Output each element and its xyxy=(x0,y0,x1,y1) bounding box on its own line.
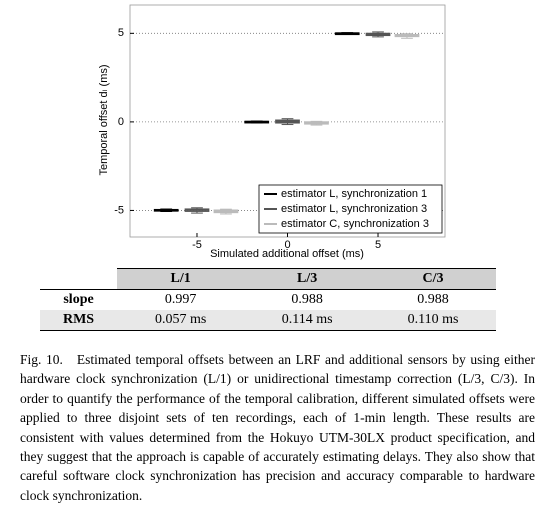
y-tick-label: -5 xyxy=(114,204,124,216)
legend-label: estimator L, synchronization 1 xyxy=(281,188,427,200)
corner-cell xyxy=(40,268,118,290)
table-row: slope 0.997 0.988 0.988 xyxy=(40,290,496,311)
cell: 0.110 ms xyxy=(370,310,496,331)
cell: 0.988 xyxy=(291,292,323,307)
table-header: L/1 L/3 C/3 xyxy=(40,268,496,290)
cell: 0.057 ms xyxy=(117,310,245,331)
caption-text: Estimated temporal offsets between an LR… xyxy=(20,352,536,503)
header-cell: L/3 xyxy=(244,268,371,290)
x-tick-label: 5 xyxy=(375,239,381,251)
row-label: slope xyxy=(63,292,94,307)
legend-label: estimator C, synchronization 3 xyxy=(281,218,429,230)
cell: 0.114 ms xyxy=(244,310,371,331)
caption: Fig. 10. Estimated temporal offsets betw… xyxy=(20,350,535,505)
y-tick-label: 5 xyxy=(118,27,124,39)
y-axis-label: Temporal offset dₗ (ms) xyxy=(98,64,110,175)
results-table: L/1 L/3 C/3 slope 0.997 0.988 0.988 RMS … xyxy=(40,268,496,331)
cell: 0.988 xyxy=(417,292,449,307)
x-tick-label: -5 xyxy=(192,239,202,251)
legend-label: estimator L, synchronization 3 xyxy=(281,203,427,215)
caption-label: Fig. 10. xyxy=(20,352,63,367)
x-tick-label: 0 xyxy=(284,239,290,251)
chart: Temporal offset dₗ (ms) Simulated additi… xyxy=(98,4,446,260)
table-row: RMS 0.057 ms 0.114 ms 0.110 ms xyxy=(40,310,496,331)
header-cell: C/3 xyxy=(370,268,496,290)
x-axis-label: Simulated additional offset (ms) xyxy=(210,248,364,260)
header-cell: L/1 xyxy=(117,268,245,290)
legend-box xyxy=(258,184,443,234)
y-tick-label: 0 xyxy=(118,116,124,128)
cell: 0.997 xyxy=(164,292,197,307)
row-label: RMS xyxy=(40,310,118,331)
